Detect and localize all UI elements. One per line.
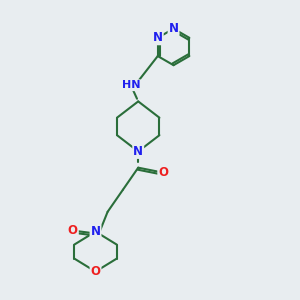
Text: N: N [153,31,163,44]
Text: O: O [158,166,168,178]
Text: O: O [91,265,100,278]
Text: O: O [68,224,78,238]
Text: HN: HN [122,80,140,90]
Text: N: N [169,22,178,35]
Text: N: N [133,145,143,158]
Text: N: N [91,225,100,238]
